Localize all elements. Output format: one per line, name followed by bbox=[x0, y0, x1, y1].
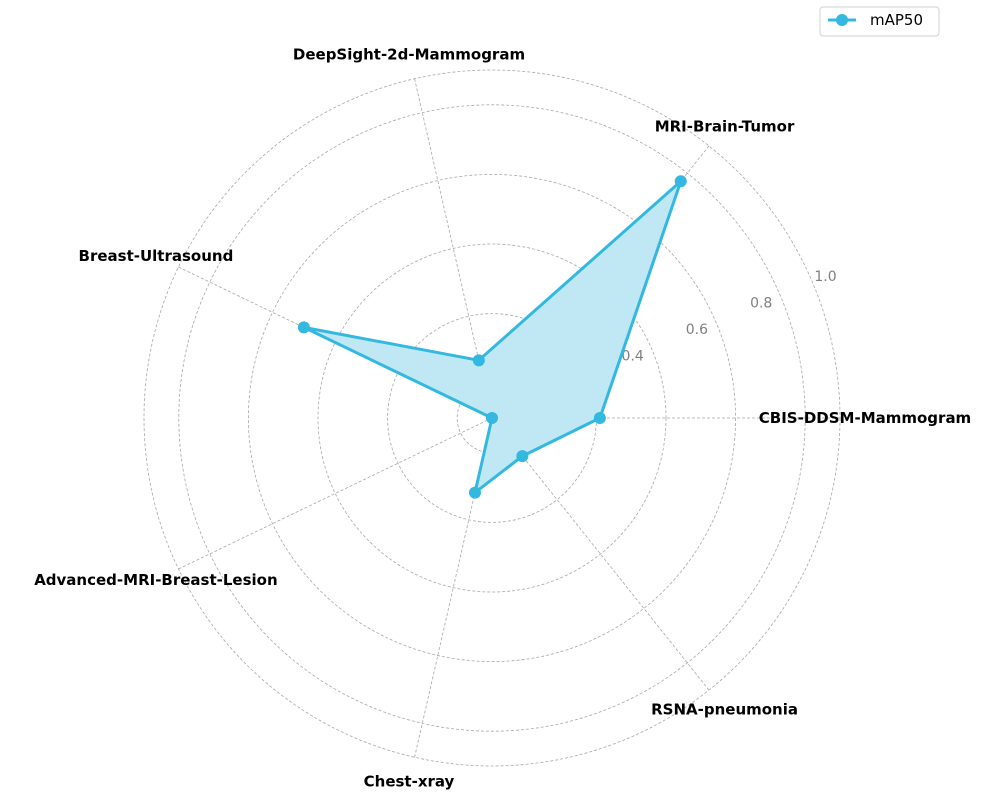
axis-label: DeepSight-2d-Mammogram bbox=[293, 45, 525, 63]
axis-label: CBIS-DDSM-Mammogram bbox=[759, 409, 971, 427]
grid-spoke bbox=[178, 417, 493, 570]
data-point-mri-brain-tumor bbox=[674, 175, 687, 188]
data-point-deepsight-2d-mammogram bbox=[472, 354, 485, 367]
legend-box bbox=[819, 6, 940, 37]
data-point-advanced-mri-breast-lesion bbox=[486, 412, 498, 424]
axis-labels: CBIS-DDSM-Mammogram MRI-Brain-Tumor DeepSi… bbox=[34, 45, 971, 790]
axis-label: Chest-xray bbox=[364, 773, 455, 791]
grid-ring bbox=[317, 243, 667, 593]
axis-label: Breast-Ultrasound bbox=[79, 247, 234, 265]
radial-tick-label: 0.4 bbox=[621, 349, 643, 365]
axis-label: RSNA-pneumonia bbox=[651, 701, 798, 719]
radial-tick-label: 0.8 bbox=[750, 295, 772, 311]
data-point-chest-xray bbox=[468, 486, 481, 499]
data-point-breast-ultrasound bbox=[297, 321, 310, 334]
legend: mAP50 bbox=[819, 6, 940, 37]
series-area bbox=[303, 181, 681, 493]
data-point-cbis-ddsm-mammogram bbox=[593, 412, 606, 424]
grid-spoke bbox=[491, 417, 710, 691]
axis-label: MRI-Brain-Tumor bbox=[655, 117, 795, 135]
series-mAP50 bbox=[297, 175, 687, 499]
radial-tick-label: 1.0 bbox=[814, 269, 836, 285]
grid-ring bbox=[178, 104, 806, 732]
legend-label: mAP50 bbox=[870, 11, 923, 29]
data-point-rsna-pneumonia bbox=[516, 450, 529, 463]
grid-ring bbox=[247, 173, 737, 663]
series-line bbox=[302, 179, 683, 495]
radial-tick-label: 0.6 bbox=[686, 322, 708, 338]
axis-label: Advanced-MRI-Breast-Lesion bbox=[34, 571, 277, 589]
legend-marker-icon bbox=[836, 14, 848, 26]
